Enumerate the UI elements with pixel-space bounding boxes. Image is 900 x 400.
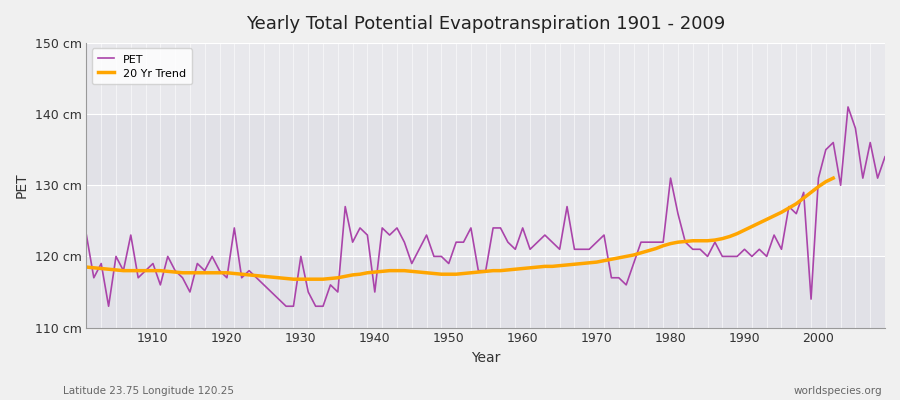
PET <box>525 247 535 252</box>
Line: PET: PET <box>86 107 885 306</box>
PET <box>879 154 890 159</box>
Title: Yearly Total Potential Evapotranspiration 1901 - 2009: Yearly Total Potential Evapotranspiratio… <box>246 15 725 33</box>
PET <box>355 226 365 230</box>
PET <box>81 233 92 238</box>
Y-axis label: PET: PET <box>15 172 29 198</box>
X-axis label: Year: Year <box>471 351 500 365</box>
PET <box>148 261 158 266</box>
20 Yr Trend <box>732 231 742 236</box>
PET <box>614 275 625 280</box>
Text: Latitude 23.75 Longitude 120.25: Latitude 23.75 Longitude 120.25 <box>63 386 234 396</box>
Line: 20 Yr Trend: 20 Yr Trend <box>86 178 833 279</box>
20 Yr Trend <box>428 271 439 276</box>
20 Yr Trend <box>614 256 625 260</box>
20 Yr Trend <box>221 270 232 275</box>
Legend: PET, 20 Yr Trend: PET, 20 Yr Trend <box>92 48 192 84</box>
Text: worldspecies.org: worldspecies.org <box>794 386 882 396</box>
20 Yr Trend <box>81 265 92 270</box>
PET <box>518 226 528 230</box>
PET <box>842 104 853 109</box>
Bar <box>86 114 885 185</box>
PET <box>310 304 321 309</box>
20 Yr Trend <box>288 277 299 282</box>
20 Yr Trend <box>244 272 255 277</box>
PET <box>104 304 114 309</box>
20 Yr Trend <box>672 240 683 244</box>
20 Yr Trend <box>828 176 839 180</box>
Bar <box>86 256 885 328</box>
